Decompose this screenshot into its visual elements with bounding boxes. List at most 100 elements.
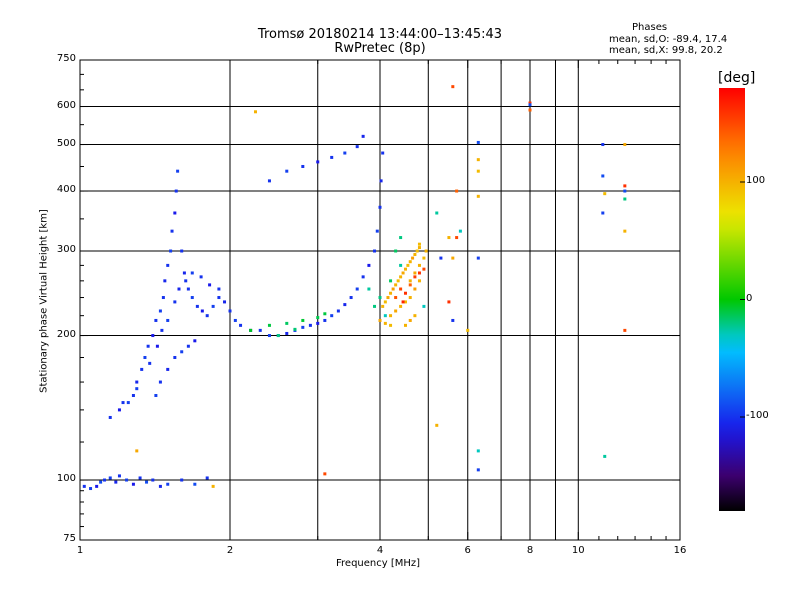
y-tick-label: 100 <box>56 473 76 485</box>
data-point <box>190 271 194 275</box>
data-point <box>166 263 170 267</box>
data-point <box>82 484 86 488</box>
data-point <box>408 260 412 264</box>
data-point <box>267 179 271 183</box>
data-point <box>403 323 407 327</box>
data-point <box>173 300 177 304</box>
data-point <box>316 321 320 325</box>
x-tick-label: 1 <box>76 545 84 556</box>
data-point <box>143 355 147 359</box>
data-point <box>451 256 455 260</box>
data-point <box>186 287 190 291</box>
data-point <box>258 328 262 332</box>
chart-title: Tromsø 20180214 13:44:00–13:45:43 <box>257 27 503 42</box>
data-point <box>417 263 421 267</box>
x-tick-label: 10 <box>571 545 585 556</box>
data-point <box>373 304 377 308</box>
data-point <box>455 189 459 193</box>
colorbar-label: [deg] <box>718 70 756 86</box>
y-tick-label: 600 <box>56 99 76 111</box>
data-point <box>399 275 403 279</box>
data-point <box>399 236 403 240</box>
data-point <box>403 291 407 295</box>
data-point <box>199 275 203 279</box>
data-point <box>154 318 158 322</box>
data-point <box>373 249 377 253</box>
data-point <box>413 314 417 318</box>
stats-heading: Phases <box>632 22 668 33</box>
data-point <box>411 256 415 260</box>
data-point <box>361 134 365 138</box>
data-point <box>399 263 403 267</box>
data-point <box>623 229 627 233</box>
data-point <box>253 110 257 114</box>
data-point <box>211 304 215 308</box>
data-point <box>413 271 417 275</box>
data-point <box>413 287 417 291</box>
y-tick-label: 400 <box>56 184 76 196</box>
data-point <box>378 205 382 209</box>
data-point <box>476 158 480 162</box>
data-point <box>603 192 607 196</box>
data-point <box>355 287 359 291</box>
data-point <box>180 478 184 482</box>
data-point <box>422 304 426 308</box>
data-point <box>389 291 393 295</box>
data-point <box>276 334 280 338</box>
data-point <box>435 423 439 427</box>
data-point <box>466 328 470 332</box>
data-point <box>415 249 419 253</box>
data-point <box>135 449 139 453</box>
data-point <box>239 323 243 327</box>
data-point <box>151 478 155 482</box>
data-point <box>316 160 320 164</box>
data-point <box>125 478 129 482</box>
data-point <box>408 279 412 283</box>
data-point <box>361 275 365 279</box>
y-tick-label: 200 <box>56 328 76 340</box>
colorbar-tick-label: 0 <box>746 292 753 304</box>
data-point <box>301 164 305 168</box>
data-point <box>126 401 130 405</box>
data-point <box>394 309 398 313</box>
data-point <box>180 350 184 354</box>
data-point <box>601 174 605 178</box>
data-point <box>603 454 607 458</box>
data-point <box>381 151 385 155</box>
x-tick-label: 6 <box>464 545 471 556</box>
y-tick-label: 75 <box>63 533 76 544</box>
data-point <box>148 361 152 365</box>
data-point <box>89 487 93 491</box>
data-point <box>383 300 387 304</box>
data-point <box>399 287 403 291</box>
data-point <box>166 367 170 371</box>
data-point <box>401 300 405 304</box>
data-point <box>623 189 627 193</box>
data-point <box>131 394 135 398</box>
data-point <box>476 194 480 198</box>
data-point <box>422 267 426 271</box>
data-point <box>343 303 347 307</box>
data-point <box>267 323 271 327</box>
data-point <box>336 309 340 313</box>
data-point <box>205 476 209 480</box>
data-point <box>601 211 605 215</box>
y-tick-label: 300 <box>56 244 76 255</box>
data-point <box>170 229 174 233</box>
data-point <box>228 309 232 313</box>
data-point <box>151 334 155 338</box>
data-point <box>138 476 142 480</box>
data-point <box>249 328 253 332</box>
y-tick-label: 750 <box>56 53 76 64</box>
data-point <box>131 482 135 486</box>
data-point <box>403 267 407 271</box>
stats-o-line: mean, sd,O: -89.4, 17.4 <box>609 34 728 45</box>
data-point <box>285 331 289 335</box>
data-point <box>408 296 412 300</box>
data-point <box>394 249 398 253</box>
data-point <box>95 484 99 488</box>
data-point <box>439 256 443 260</box>
data-point <box>389 314 393 318</box>
data-point <box>217 287 221 291</box>
